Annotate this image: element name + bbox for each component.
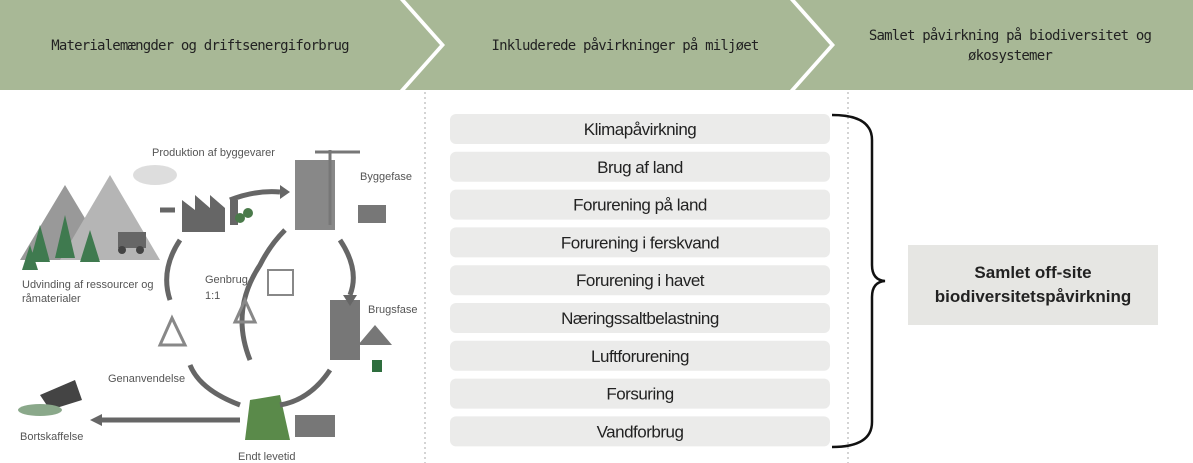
impact-label: Klimapåvirkning — [584, 120, 697, 139]
impact-label: Forurening i ferskvand — [561, 233, 719, 252]
result-text: biodiversitetspåvirkning — [935, 287, 1132, 306]
impact-label: Forsuring — [606, 385, 673, 404]
lifecycle-label: Genanvendelse — [108, 373, 185, 385]
result-box — [908, 245, 1158, 325]
impact-list: Klimapåvirkning Brug af land Forurening på… — [450, 114, 830, 446]
bracket — [832, 115, 885, 447]
lifecycle-label: Bortskaffelse — [20, 431, 83, 443]
lifecycle-label: råmaterialer — [22, 293, 81, 305]
impact-label: Forurening i havet — [576, 271, 705, 290]
result-text: Samlet off-site — [974, 263, 1091, 282]
lifecycle-label: Produktion af byggevarer — [152, 147, 275, 159]
step-label: Samlet påvirkning på biodiversitet og — [869, 27, 1152, 44]
step-label: Inkluderede påvirkninger på miljøet — [491, 37, 758, 54]
lifecycle-label: Byggefase — [360, 171, 412, 183]
lifecycle-label: 1:1 — [205, 290, 220, 302]
diagram: Materialemængder og driftsenergiforbrug … — [0, 0, 1193, 463]
impact-label: Næringssaltbelastning — [561, 309, 719, 328]
impact-label: Forurening på land — [573, 196, 707, 215]
impact-label: Brug af land — [597, 158, 683, 177]
lifecycle-label: Genbrug — [205, 274, 248, 286]
step-label: økosystemer — [968, 48, 1052, 64]
step-label: Materialemængder og driftsenergiforbrug — [51, 38, 349, 54]
lifecycle-label: Endt levetid — [238, 451, 295, 463]
lifecycle-label: Brugsfase — [368, 304, 418, 316]
impact-label: Luftforurening — [591, 347, 689, 366]
impact-label: Vandforbrug — [597, 422, 684, 441]
lifecycle-label: Udvinding af ressourcer og — [22, 279, 153, 291]
